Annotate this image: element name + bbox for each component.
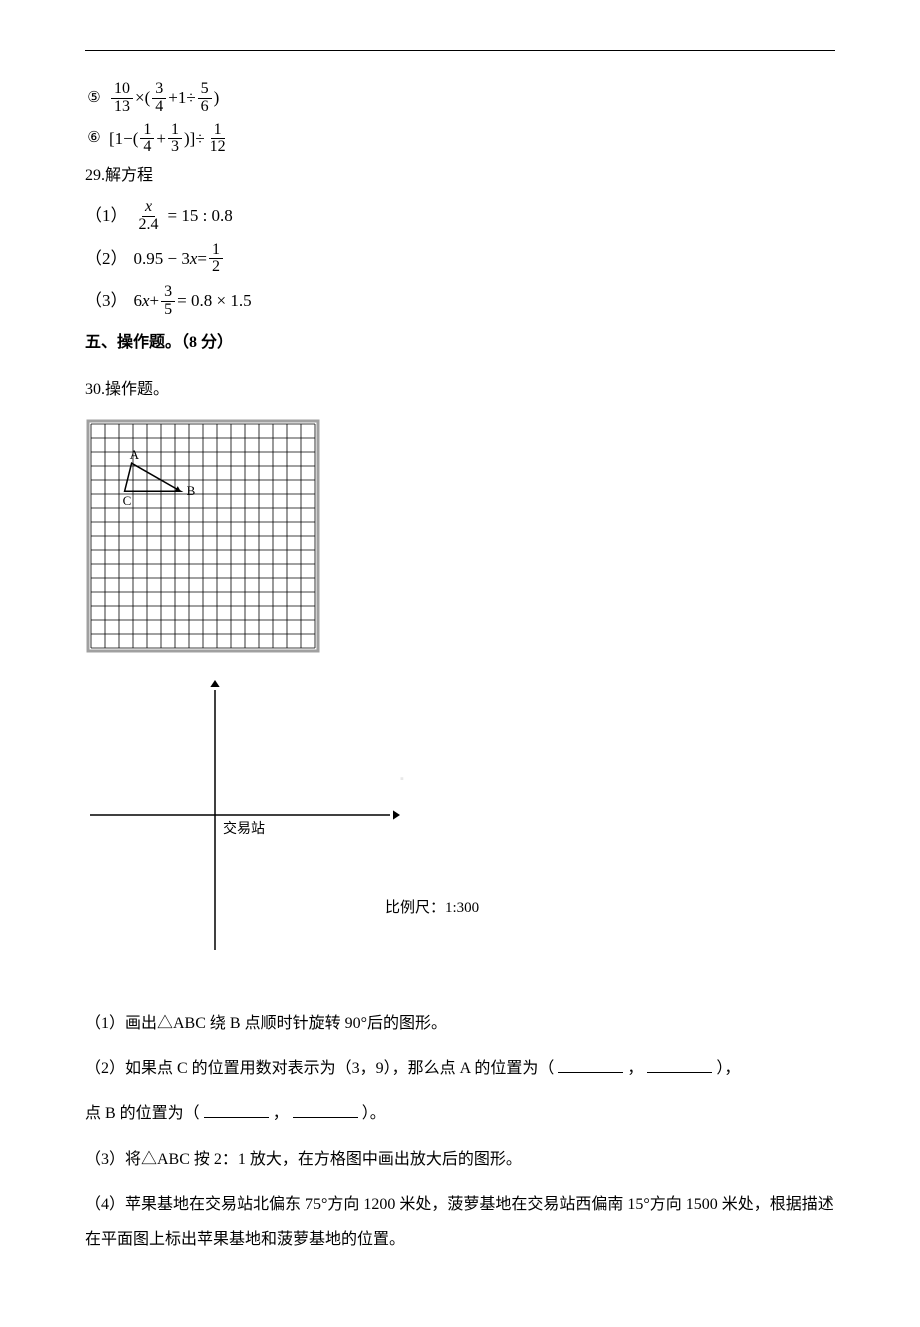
q30-2-line1: （2）如果点 C 的位置用数对表示为（3，9），那么点 A 的位置为（ ， ）， — [85, 1051, 835, 1086]
axis-figure: 交易站 比例尺：1:300 ▪ — [85, 675, 835, 966]
eq3-plus: + — [150, 286, 160, 317]
grid-figure: A B C — [85, 418, 835, 665]
frac-1-2: 1 2 — [209, 242, 223, 277]
page-header-line — [85, 50, 835, 51]
eq3-label: （3） — [85, 286, 128, 317]
frac-x-2.4: x 2.4 — [136, 199, 162, 234]
eq3-lhs1: 6 — [134, 286, 143, 317]
axis-svg: 交易站 — [85, 675, 405, 955]
q2-mid: ， — [627, 1060, 647, 1077]
svg-text:C: C — [123, 494, 132, 509]
circle-num-5: ⑤ — [85, 89, 103, 107]
open-text: [1−( — [109, 124, 138, 155]
frac-3-5: 3 5 — [161, 284, 175, 319]
expression-5: ⑤ 10 13 ×( 3 4 +1÷ 5 6 ) — [85, 81, 835, 116]
svg-text:交易站: 交易站 — [223, 820, 265, 837]
eq2-label: （2） — [85, 244, 128, 275]
q30-2-line2: 点 B 的位置为（ ， ）。 — [85, 1096, 835, 1131]
blank-b-y[interactable] — [293, 1102, 358, 1118]
equation-3: （3） 6 x + 3 5 = 0.8 × 1.5 — [85, 284, 835, 319]
eq2-lhs: 0.95 − 3 — [134, 244, 190, 275]
op-text: +1÷ — [168, 83, 195, 114]
eq2-eq: = — [197, 244, 207, 275]
grid-svg: A B C — [85, 418, 321, 654]
q2-post: ）， — [716, 1060, 740, 1077]
eq2-var: x — [190, 244, 198, 275]
equation-2: （2） 0.95 − 3 x = 1 2 — [85, 242, 835, 277]
eq3-var: x — [142, 286, 150, 317]
close-paren: ) — [214, 83, 220, 114]
frac-1-4: 1 4 — [140, 122, 154, 157]
svg-text:A: A — [130, 448, 140, 463]
q2l2-mid: ， — [273, 1105, 293, 1122]
frac-3-4: 3 4 — [152, 81, 166, 116]
problem-29-title: 29.解方程 — [85, 162, 835, 191]
blank-a-x[interactable] — [558, 1057, 623, 1073]
scale-label: 比例尺：1:300 — [385, 895, 479, 922]
op-text: ×( — [135, 83, 150, 114]
svg-text:B: B — [187, 484, 196, 499]
frac-1-12: 1 12 — [207, 122, 229, 157]
eq1-label: （1） — [85, 201, 128, 232]
expression-6: ⑥ [1−( 1 4 + 1 3 )]÷ 1 12 — [85, 122, 835, 157]
mid-text: )]÷ — [184, 124, 205, 155]
q2l2-post: ）。 — [362, 1105, 386, 1122]
frac-1-3: 1 3 — [168, 122, 182, 157]
q30-4: （4）苹果基地在交易站北偏东 75°方向 1200 米处，菠萝基地在交易站西偏南… — [85, 1187, 835, 1257]
section-5-title: 五、操作题。（8 分） — [85, 329, 835, 358]
eq1-rest: = 15 : 0.8 — [168, 201, 233, 232]
q2l2-pre: 点 B 的位置为（ — [85, 1105, 200, 1122]
q30-3: （3）将△ABC 按 2：1 放大，在方格图中画出放大后的图形。 — [85, 1142, 835, 1177]
q30-1: （1）画出△ABC 绕 B 点顺时针旋转 90°后的图形。 — [85, 1006, 835, 1041]
blank-a-y[interactable] — [647, 1057, 712, 1073]
op-text: + — [156, 124, 166, 155]
blank-b-x[interactable] — [204, 1102, 269, 1118]
equation-1: （1） x 2.4 = 15 : 0.8 — [85, 199, 835, 234]
circle-num-6: ⑥ — [85, 130, 103, 148]
q2-pre: （2）如果点 C 的位置用数对表示为（3，9），那么点 A 的位置为（ — [85, 1060, 554, 1077]
frac-10-13: 10 13 — [111, 81, 133, 116]
frac-5-6: 5 6 — [198, 81, 212, 116]
eq3-rest: = 0.8 × 1.5 — [177, 286, 251, 317]
problem-30-title: 30.操作题。 — [85, 376, 835, 405]
